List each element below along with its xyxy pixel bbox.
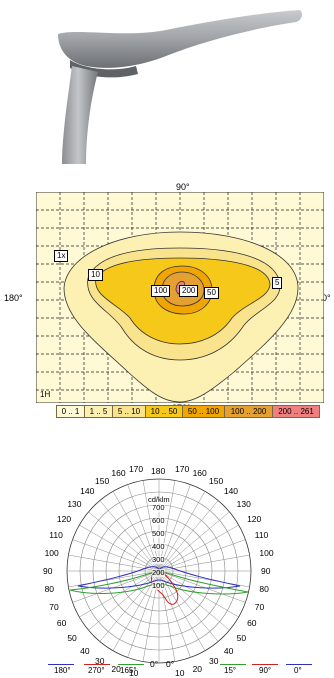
polar-angle-left-4: 130: [67, 499, 82, 510]
polar-legend-label-3: 15°: [224, 666, 237, 675]
polar-spoke: [112, 491, 160, 572]
iso-tag-50: 50: [204, 287, 219, 299]
polar-spoke: [79, 524, 160, 572]
iso-tag-1x: 1x: [54, 250, 69, 262]
polar-value-400: 400: [152, 542, 165, 551]
polar-legend-line-4: [252, 664, 278, 665]
polar-spoke: [142, 480, 160, 572]
legend-cell-1: 1 .. 5: [85, 406, 113, 417]
polar-angle-right-11: 60: [247, 618, 257, 628]
polar-legend-line-5: [286, 664, 312, 665]
polar-value-700: 700: [152, 503, 165, 512]
polar-value-300: 300: [152, 555, 165, 564]
polar-angle-right-10: 70: [254, 601, 265, 612]
polar-angle-left-5: 120: [56, 514, 72, 524]
polar-value-600: 600: [152, 516, 165, 525]
legend-cell-3: 10 .. 50: [146, 406, 183, 417]
polar-spoke: [158, 570, 239, 618]
polar-legend-label-0: 180°: [54, 666, 71, 675]
polar-angle-right-15: 20: [192, 663, 203, 674]
polar-angle-left-7: 100: [44, 547, 59, 558]
polar-legend-line-2: [118, 664, 144, 665]
polar-unit: cd/klm: [148, 495, 170, 504]
polar-angle-left-3: 140: [80, 486, 95, 497]
isolux-legend: 0 .. 1 1 .. 5 5 .. 10 10 .. 50 50 .. 100…: [56, 405, 320, 418]
polar-angle-right-7: 100: [259, 547, 274, 558]
polar-angle-right-6: 110: [254, 530, 269, 541]
polar-spoke: [72, 570, 160, 603]
polar-angle-left-12: 50: [67, 632, 77, 643]
polar-angle-right-8: 90: [261, 566, 271, 576]
polar-spoke: [158, 570, 206, 651]
polar-angle-right-1: 160: [192, 468, 207, 479]
luminaire-image: [56, 6, 306, 166]
polar-angle-right-16: 10: [175, 668, 185, 678]
polar-value-100: 100: [152, 581, 165, 590]
curve-blue: [77, 566, 241, 589]
polar-angle-left-10: 70: [49, 601, 59, 612]
iso-tag-10: 10: [88, 269, 103, 281]
polar-angle-right-3: 140: [223, 486, 239, 497]
polar-spoke: [158, 511, 230, 572]
polar-top-label: 180: [151, 466, 166, 476]
polar-angle-right-9: 80: [259, 584, 269, 595]
polar-value-200: 200: [152, 568, 165, 577]
legend-cell-5: 100 .. 200: [225, 406, 273, 417]
polar-legend-label-1: 270°: [88, 666, 105, 675]
polar-value-500: 500: [152, 529, 165, 538]
polar-legend-line-3: [220, 664, 246, 665]
legend-cell-6: 200 .. 261: [273, 406, 319, 417]
polar-spoke: [158, 480, 176, 572]
legend-cell-0: 0 .. 1: [57, 406, 85, 417]
polar-angle-right-4: 130: [236, 499, 251, 510]
legend-cell-2: 5 .. 10: [113, 406, 146, 417]
polar-angle-left-6: 110: [49, 530, 63, 541]
polar-spoke: [88, 511, 160, 572]
polar-spoke: [158, 500, 219, 572]
polar-angle-left-11: 60: [56, 618, 67, 628]
polar-angle-right-5: 120: [247, 514, 262, 524]
polar-angle-right-2: 150: [209, 475, 224, 486]
polar-angle-left-15: 20: [111, 663, 121, 674]
polar-angle-right-12: 50: [236, 632, 247, 643]
iso-tag-100: 100: [151, 285, 171, 297]
polar-angle-left-0: 170: [128, 463, 144, 474]
polar-angle-left-13: 40: [80, 645, 90, 656]
polar-spoke: [158, 491, 206, 572]
polar-angle-left-14: 30: [95, 656, 105, 667]
polar-angle-left-2: 150: [95, 475, 110, 486]
legend-cell-4: 50 .. 100: [183, 406, 225, 417]
polar-bottom-right-label: 0°: [166, 659, 175, 669]
iso-tag-200: 200: [179, 285, 199, 297]
polar-spoke: [158, 539, 246, 572]
polar-angle-right-14: 30: [209, 656, 219, 667]
isolux-label-right: 0°: [322, 293, 331, 303]
polar-legend-line-0: [48, 664, 74, 665]
isolux-label-top: 90°: [176, 182, 190, 192]
polar-diagram: [66, 478, 252, 664]
polar-legend-label-5: 0°: [294, 666, 302, 675]
polar-spoke: [158, 524, 239, 572]
polar-angle-right-0: 170: [175, 463, 190, 474]
polar-angle-left-8: 90: [43, 566, 53, 576]
isolux-label-left: 180°: [4, 293, 23, 303]
polar-angle-right-13: 40: [223, 645, 234, 656]
isolux-plot: [36, 192, 324, 403]
polar-spoke: [72, 539, 160, 572]
iso-tag-5: 5: [272, 277, 283, 289]
polar-spoke: [79, 570, 160, 618]
polar-angle-left-16: 10: [128, 668, 139, 678]
polar-legend-label-2: 165°: [120, 666, 137, 675]
polar-legend-label-4: 90°: [259, 666, 272, 675]
polar-spoke: [99, 500, 160, 572]
polar-angle-left-1: 160: [111, 468, 126, 479]
polar-spoke: [158, 570, 246, 603]
polar-angle-left-9: 80: [44, 584, 55, 595]
isolux-corner-label: 1H: [40, 390, 51, 399]
polar-spoke: [112, 570, 160, 651]
curve-red: [151, 570, 179, 605]
polar-spoke: [88, 570, 160, 631]
polar-bottom-left-label: 0°: [150, 659, 159, 669]
polar-legend-line-1: [84, 664, 110, 665]
